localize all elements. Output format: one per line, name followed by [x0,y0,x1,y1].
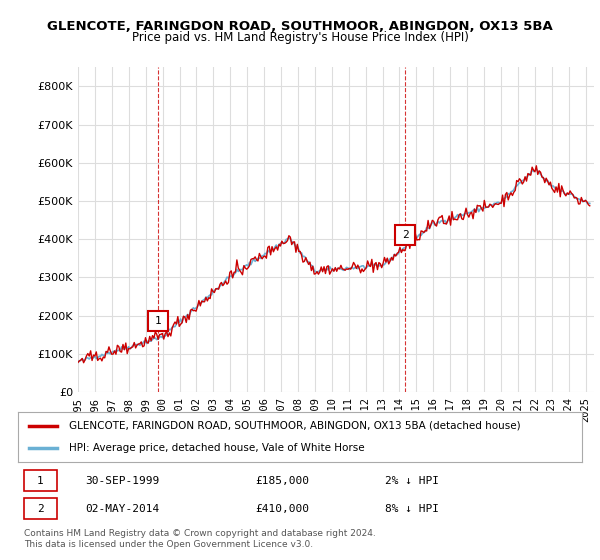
FancyBboxPatch shape [23,498,58,519]
Text: 2: 2 [37,504,44,514]
Text: 1: 1 [37,475,44,486]
Text: £410,000: £410,000 [255,504,309,514]
Text: Contains HM Land Registry data © Crown copyright and database right 2024.
This d: Contains HM Land Registry data © Crown c… [24,529,376,549]
Text: HPI: Average price, detached house, Vale of White Horse: HPI: Average price, detached house, Vale… [69,443,364,453]
Text: 2% ↓ HPI: 2% ↓ HPI [385,475,439,486]
Text: Price paid vs. HM Land Registry's House Price Index (HPI): Price paid vs. HM Land Registry's House … [131,31,469,44]
Text: 02-MAY-2014: 02-MAY-2014 [86,504,160,514]
Text: 30-SEP-1999: 30-SEP-1999 [86,475,160,486]
Text: GLENCOTE, FARINGDON ROAD, SOUTHMOOR, ABINGDON, OX13 5BA (detached house): GLENCOTE, FARINGDON ROAD, SOUTHMOOR, ABI… [69,421,520,431]
Text: 8% ↓ HPI: 8% ↓ HPI [385,504,439,514]
Text: £185,000: £185,000 [255,475,309,486]
Text: 2: 2 [401,230,409,240]
FancyBboxPatch shape [23,470,58,491]
Text: GLENCOTE, FARINGDON ROAD, SOUTHMOOR, ABINGDON, OX13 5BA: GLENCOTE, FARINGDON ROAD, SOUTHMOOR, ABI… [47,20,553,32]
Text: 1: 1 [155,316,162,326]
